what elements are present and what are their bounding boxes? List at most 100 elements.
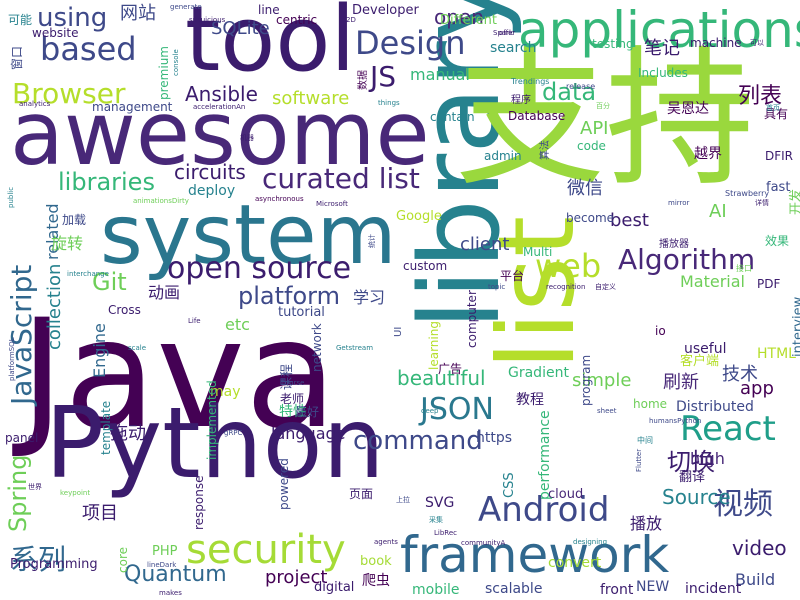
word-118: DFIR	[765, 149, 794, 163]
word-29: data	[542, 78, 597, 106]
word-132: become	[566, 211, 615, 225]
word-34: Git	[92, 268, 127, 296]
word-75: contain	[430, 110, 475, 124]
word-157: 世界	[28, 483, 42, 491]
word-83: useful	[684, 341, 727, 357]
word-68: 网站	[120, 3, 156, 24]
word-49: AI	[709, 201, 727, 222]
word-181: asynchronous	[255, 195, 304, 203]
word-186: platformSQL	[8, 337, 16, 381]
word-69: 笔记	[644, 38, 680, 59]
word-147: Cross	[108, 303, 141, 317]
word-163: Life	[188, 317, 201, 325]
word-62: 播放	[630, 514, 663, 533]
word-53: open	[434, 5, 484, 29]
word-82: https	[476, 430, 513, 446]
word-56: best	[610, 210, 649, 231]
word-152: 程序	[511, 95, 531, 106]
word-162: scale	[128, 344, 147, 352]
word-26: 系列	[10, 543, 67, 576]
word-114: 客户端	[680, 354, 720, 369]
word-15: open source	[167, 251, 352, 286]
word-125: premium	[157, 46, 171, 100]
word-127: website	[32, 26, 79, 40]
word-121: testing	[592, 37, 634, 51]
word-64: Material	[680, 272, 745, 291]
word-196: 百分	[596, 102, 610, 110]
word-94: convert	[548, 555, 602, 571]
word-187: generate	[170, 3, 202, 11]
word-79: 吴恩达	[667, 101, 709, 117]
word-38: project	[265, 567, 328, 588]
word-153: Trendings	[511, 77, 550, 86]
word-142: powered	[277, 458, 291, 510]
word-129: 可能	[8, 13, 33, 27]
word-23: 视频	[713, 487, 773, 522]
word-177: deep	[421, 407, 439, 415]
word-102: PDF	[757, 277, 781, 291]
word-67: SQLite	[211, 18, 270, 39]
word-30: JS	[370, 60, 397, 93]
word-160: Getstream	[336, 344, 374, 352]
word-141: implemented	[205, 380, 219, 460]
word-39: software	[272, 88, 350, 109]
word-133: Multi	[523, 245, 553, 259]
word-120: machine	[690, 36, 742, 50]
word-193: 详情	[755, 199, 769, 207]
word-10: framework	[400, 526, 670, 584]
word-77: admin	[484, 149, 522, 163]
word-185: public	[7, 186, 15, 208]
word-174: lineDark	[147, 561, 177, 569]
word-159: analytics	[19, 100, 51, 108]
word-52: simple	[572, 370, 632, 391]
word-197: 2D	[346, 16, 356, 24]
word-84: Distributed	[676, 399, 754, 415]
word-105: 教程	[516, 392, 544, 408]
word-107: 广告	[438, 362, 463, 376]
word-59: 拖动	[110, 423, 146, 444]
word-194: 可以	[750, 39, 764, 47]
word-44: 项目	[82, 503, 118, 524]
word-172: designing	[573, 538, 608, 546]
word-199: 采集	[429, 516, 443, 524]
word-13: React	[680, 409, 776, 449]
word-14: JSON	[420, 392, 494, 427]
word-9: applications	[518, 1, 800, 59]
word-106: home	[633, 397, 668, 411]
word-139: network	[310, 323, 324, 372]
word-168: keypoint	[60, 489, 91, 497]
word-175: humansPython	[649, 417, 702, 425]
word-72: Different	[440, 13, 497, 28]
word-24: command	[353, 426, 483, 456]
word-145: panel	[5, 431, 39, 445]
word-200: 统计	[368, 234, 376, 248]
word-36: Source	[662, 485, 731, 509]
word-119: 具有	[764, 107, 789, 121]
word-128: 窗口	[10, 45, 24, 70]
word-124: line	[258, 3, 280, 17]
word-184: interchange	[67, 270, 109, 278]
word-22: Browser	[12, 77, 126, 110]
word-180: Microsoft	[316, 200, 348, 208]
word-16: Algorithm	[618, 243, 756, 276]
word-150: 数据	[358, 70, 369, 90]
word-78: 越界	[694, 146, 722, 162]
word-188: susuicious	[189, 16, 226, 24]
word-7: tool	[185, 0, 356, 92]
word-31: using	[37, 3, 108, 33]
word-156: 中间	[637, 436, 653, 445]
word-42: circuits	[174, 160, 246, 184]
word-170: LibRec	[434, 529, 457, 537]
word-33: Ansible	[185, 82, 258, 106]
word-21: JavaScript	[5, 264, 38, 405]
word-51: Engine	[90, 323, 109, 378]
word-25: libraries	[58, 168, 155, 196]
word-46: 微信	[567, 178, 603, 199]
word-195: 首页	[766, 104, 780, 112]
word-32: Spring	[4, 454, 32, 532]
word-54: API	[580, 118, 609, 139]
word-70: manual	[410, 65, 470, 84]
word-154: release	[566, 82, 596, 91]
word-41: language	[271, 424, 346, 443]
word-109: 老师	[280, 392, 305, 406]
